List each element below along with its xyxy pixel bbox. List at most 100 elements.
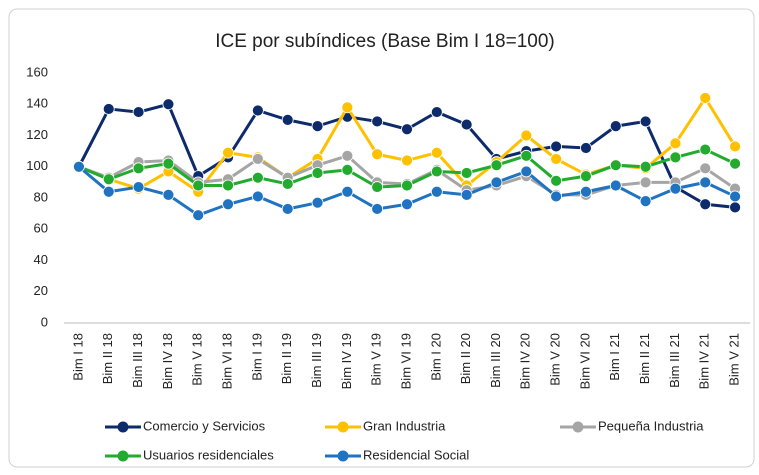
data-point bbox=[729, 190, 741, 203]
data-point bbox=[669, 182, 682, 195]
data-point bbox=[192, 179, 205, 192]
data-point bbox=[550, 140, 563, 153]
data-point bbox=[401, 154, 413, 167]
data-point bbox=[460, 188, 473, 201]
x-tick-label: Bim IV 21 bbox=[697, 333, 712, 389]
chart-frame bbox=[8, 8, 755, 468]
data-point bbox=[222, 198, 234, 211]
data-point bbox=[699, 198, 712, 211]
data-point bbox=[550, 174, 563, 187]
legend-marker bbox=[117, 421, 129, 433]
data-point bbox=[550, 190, 563, 203]
x-tick-label: Bim II 18 bbox=[100, 333, 115, 384]
x-tick-label: Bim V 21 bbox=[727, 333, 742, 386]
x-tick-label: Bim IV 19 bbox=[339, 333, 354, 389]
data-point bbox=[699, 143, 712, 156]
data-point bbox=[669, 137, 682, 150]
data-point bbox=[162, 98, 175, 111]
data-point bbox=[102, 185, 115, 198]
data-point bbox=[341, 163, 354, 176]
data-point bbox=[371, 203, 384, 215]
data-point bbox=[580, 185, 592, 198]
data-point bbox=[699, 176, 712, 189]
data-point bbox=[401, 198, 413, 211]
data-point bbox=[430, 146, 443, 159]
data-point bbox=[132, 181, 145, 193]
x-tick-label: Bim III 19 bbox=[309, 333, 324, 388]
data-point bbox=[699, 162, 712, 175]
data-point bbox=[490, 159, 503, 172]
data-point bbox=[401, 123, 413, 136]
data-point bbox=[251, 153, 264, 165]
data-point bbox=[550, 153, 563, 165]
legend-label: Usuarios residenciales bbox=[143, 447, 274, 462]
data-point bbox=[669, 151, 682, 164]
y-tick-label: 160 bbox=[26, 64, 48, 79]
x-tick-label: Bim VI 20 bbox=[577, 333, 592, 389]
y-tick-label: 20 bbox=[34, 283, 48, 298]
legend-label: Pequeña Industria bbox=[598, 418, 704, 433]
data-point bbox=[639, 115, 652, 128]
y-tick-label: 120 bbox=[26, 127, 48, 142]
data-point bbox=[460, 118, 473, 131]
x-tick-label: Bim I 18 bbox=[70, 333, 85, 381]
data-point bbox=[341, 185, 354, 198]
x-tick-label: Bim III 18 bbox=[130, 333, 145, 388]
legend-label: Residencial Social bbox=[363, 447, 469, 462]
x-tick-label: Bim I 19 bbox=[249, 333, 264, 381]
data-point bbox=[311, 120, 324, 133]
data-point bbox=[699, 92, 712, 104]
data-point bbox=[192, 209, 205, 222]
x-tick-label: Bim I 20 bbox=[428, 333, 443, 381]
data-point bbox=[281, 203, 294, 215]
x-tick-label: Bim VI 19 bbox=[398, 333, 413, 389]
data-point bbox=[162, 157, 175, 170]
x-tick-label: Bim V 20 bbox=[548, 333, 563, 386]
data-point bbox=[520, 149, 533, 162]
data-point bbox=[222, 146, 234, 159]
x-tick-label: Bim II 20 bbox=[458, 333, 473, 384]
data-point bbox=[341, 149, 354, 162]
x-tick-label: Bim IV 18 bbox=[160, 333, 175, 389]
data-point bbox=[430, 165, 443, 178]
data-point bbox=[729, 201, 741, 214]
data-point bbox=[222, 179, 234, 192]
data-point bbox=[729, 157, 741, 170]
legend-label: Comercio y Servicios bbox=[143, 418, 266, 433]
data-point bbox=[132, 162, 145, 175]
data-point bbox=[132, 106, 145, 118]
data-point bbox=[102, 103, 115, 115]
y-tick-label: 60 bbox=[34, 221, 48, 236]
legend-marker bbox=[337, 421, 349, 433]
data-point bbox=[371, 115, 384, 128]
data-point bbox=[609, 120, 622, 133]
x-tick-label: Bim III 21 bbox=[667, 333, 682, 388]
legend-marker bbox=[337, 450, 349, 462]
data-point bbox=[251, 190, 264, 203]
data-point bbox=[251, 104, 264, 117]
y-tick-label: 140 bbox=[26, 96, 48, 111]
data-point bbox=[639, 176, 652, 189]
x-tick-label: Bim VI 18 bbox=[219, 333, 234, 389]
x-tick-label: Bim II 21 bbox=[637, 333, 652, 384]
data-point bbox=[520, 129, 533, 142]
data-point bbox=[609, 159, 622, 172]
data-point bbox=[311, 196, 324, 209]
data-point bbox=[102, 173, 115, 186]
x-tick-label: Bim I 21 bbox=[607, 333, 622, 381]
x-tick-label: Bim V 18 bbox=[190, 333, 205, 386]
data-point bbox=[609, 179, 622, 192]
y-tick-label: 100 bbox=[26, 158, 48, 173]
data-point bbox=[580, 170, 592, 183]
y-tick-label: 80 bbox=[34, 189, 48, 204]
data-point bbox=[639, 160, 652, 173]
data-point bbox=[639, 195, 652, 208]
data-point bbox=[281, 113, 294, 126]
data-point bbox=[341, 101, 354, 114]
data-point bbox=[251, 171, 264, 184]
legend-marker bbox=[117, 450, 129, 462]
data-point bbox=[520, 165, 533, 178]
data-point bbox=[371, 181, 384, 193]
data-point bbox=[281, 178, 294, 190]
